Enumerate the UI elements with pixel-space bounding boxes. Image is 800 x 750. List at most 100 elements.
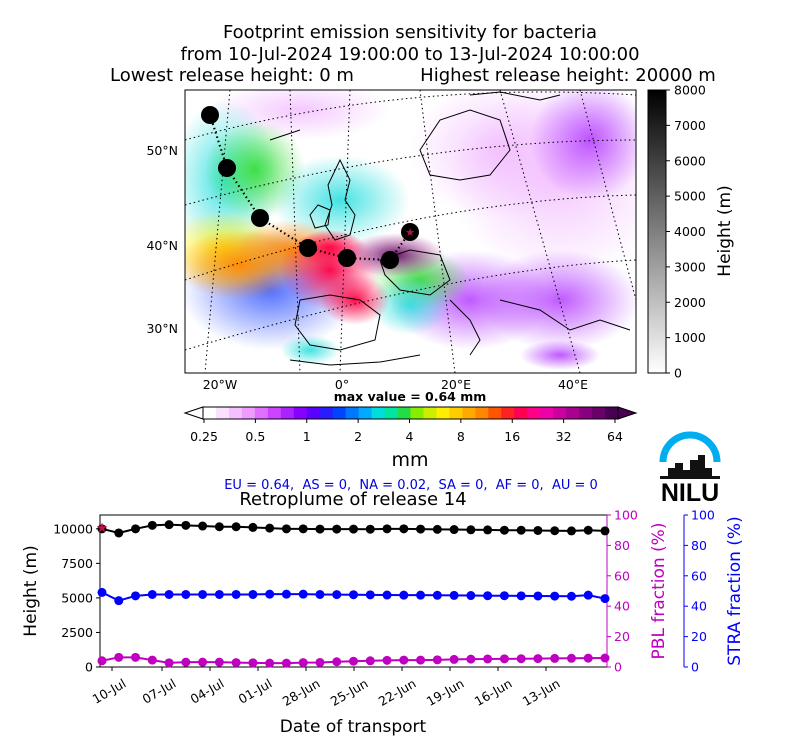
sensitivity-colorbar-block xyxy=(475,407,489,419)
series-point-1 xyxy=(349,590,358,600)
series-point-1 xyxy=(315,589,325,599)
x-axis-tick-label: 16-Jun xyxy=(472,676,515,709)
sensitivity-colorbar-block xyxy=(306,407,321,419)
series-point-2 xyxy=(483,654,493,664)
stra-axis-tick-label: 100 xyxy=(691,508,715,523)
sensitivity-colorbar-block xyxy=(332,407,347,419)
series-point-0 xyxy=(281,524,291,534)
map-frame xyxy=(184,89,637,374)
series-point-0 xyxy=(533,525,543,535)
x-axis-tick-label: 19-Jun xyxy=(424,676,467,709)
x-axis-tick-label: 13-Jun xyxy=(520,676,563,709)
series-point-1 xyxy=(382,590,392,600)
series-point-1 xyxy=(600,594,610,604)
series-point-2 xyxy=(365,656,375,666)
trajectory: ★ xyxy=(201,106,419,269)
sensitivity-colorbar-block xyxy=(254,407,269,419)
series-point-0 xyxy=(349,524,358,534)
lat-label-30n: 30°N xyxy=(146,321,178,336)
x-axis-tick-label: 07-Jul xyxy=(140,676,179,707)
series-point-1 xyxy=(97,587,107,597)
series-point-1 xyxy=(583,590,593,600)
series-point-1 xyxy=(281,589,291,599)
sensitivity-colorbar: max value = 0.64 mm 0.25 0.5 1 2 4 8 16 32 64 mm xyxy=(183,389,638,471)
chart-title: Retroplume of release 14 xyxy=(239,489,466,510)
lat-label-50n: 50°N xyxy=(146,143,178,158)
sensitivity-colorbar-block xyxy=(371,407,385,419)
series-point-2 xyxy=(231,658,241,668)
height-colorbar-tick-label: 1000 xyxy=(674,330,706,345)
x-axis-tick-label: 28-Jun xyxy=(280,676,323,709)
sensitivity-colorbar-block xyxy=(345,407,360,419)
height-colorbar-tick-label: 0 xyxy=(674,366,682,381)
series-point-2 xyxy=(198,657,208,667)
colorbar-max-extend-arrow xyxy=(617,406,638,420)
sensitivity-colorbar-block xyxy=(527,407,541,419)
series-point-2 xyxy=(332,657,342,667)
sensitivity-colorbar-block xyxy=(566,407,580,419)
sensitivity-colorbar-block xyxy=(267,407,282,419)
sensitivity-colorbar-block xyxy=(358,407,372,419)
stra-axis-tick-label: 80 xyxy=(691,538,707,553)
series-point-1 xyxy=(499,591,509,601)
series-point-2 xyxy=(147,655,157,665)
sensitivity-colorbar-unit: mm xyxy=(391,449,428,471)
series-point-0 xyxy=(265,523,275,533)
x-axis-tick-label: 22-Jun xyxy=(376,676,419,709)
series-point-2 xyxy=(566,653,576,663)
series-point-0 xyxy=(583,525,593,535)
lon-label-20e: 20°E xyxy=(441,377,471,392)
series-point-1 xyxy=(231,589,241,599)
sensitivity-colorbar-block xyxy=(514,407,528,419)
sensitivity-colorbar-block xyxy=(203,407,217,419)
series-point-1 xyxy=(483,591,493,601)
trajectory-point xyxy=(338,249,356,267)
series-point-1 xyxy=(332,590,342,600)
series-point-2 xyxy=(600,653,610,663)
coastlines xyxy=(269,91,631,366)
height-colorbar-tick-label: 6000 xyxy=(674,153,706,168)
series-point-0 xyxy=(566,526,576,536)
series-point-0 xyxy=(449,525,459,535)
series-point-0 xyxy=(181,520,191,530)
sensitivity-colorbar-tick-label: 64 xyxy=(607,429,623,444)
series-point-2 xyxy=(583,653,593,663)
series-point-0 xyxy=(214,522,224,532)
stra-axis-tick-label: 40 xyxy=(691,599,707,614)
left-axis-ticks: 0 2500 5000 7500 10000 xyxy=(53,521,100,675)
pbl-axis: 0 20 40 60 80 100 xyxy=(606,508,638,675)
logo-skyline xyxy=(660,455,720,479)
sensitivity-colorbar-block xyxy=(384,407,398,419)
series-point-0 xyxy=(483,525,493,535)
series-point-0 xyxy=(131,524,141,534)
series-point-0 xyxy=(600,526,610,536)
height-colorbar-tick-label: 2000 xyxy=(674,295,706,310)
figure-subtitle-period: from 10-Jul-2024 19:00:00 to 13-Jul-2024… xyxy=(180,44,639,65)
series-point-1 xyxy=(399,590,409,600)
series-point-2 xyxy=(466,654,476,664)
sensitivity-colorbar-tick-label: 32 xyxy=(556,429,572,444)
sensitivity-colorbar-block xyxy=(241,407,256,419)
pbl-axis-tick-label: 40 xyxy=(614,599,630,614)
series-point-2 xyxy=(499,654,509,664)
logo-text: NILU xyxy=(661,479,719,507)
series-point-1 xyxy=(466,591,476,601)
region-summary: EU = 0.64, AS = 0, NA = 0.02, SA = 0, AF… xyxy=(224,478,598,493)
series-point-0 xyxy=(147,520,157,530)
graticule xyxy=(185,90,636,373)
height-colorbar-tick-label: 5000 xyxy=(674,189,706,204)
sensitivity-colorbar-ticks: 0.25 0.5 1 2 4 8 16 32 64 xyxy=(190,419,623,444)
series-point-2 xyxy=(265,658,275,668)
highest-release-label: Highest release height: 20000 m xyxy=(420,65,716,86)
trajectory-point xyxy=(201,106,219,124)
series-point-2 xyxy=(97,656,107,666)
sensitivity-colorbar-block xyxy=(462,407,476,419)
sensitivity-colorbar-tick-label: 16 xyxy=(504,429,520,444)
lon-label-0: 0° xyxy=(335,377,349,392)
series-point-1 xyxy=(432,590,442,600)
release-site-star-icon: ★ xyxy=(405,226,415,239)
height-colorbar-label: Height (m) xyxy=(715,185,735,276)
sensitivity-colorbar-block xyxy=(215,407,230,419)
sensitivity-field xyxy=(185,90,636,370)
series-point-0 xyxy=(432,524,442,534)
